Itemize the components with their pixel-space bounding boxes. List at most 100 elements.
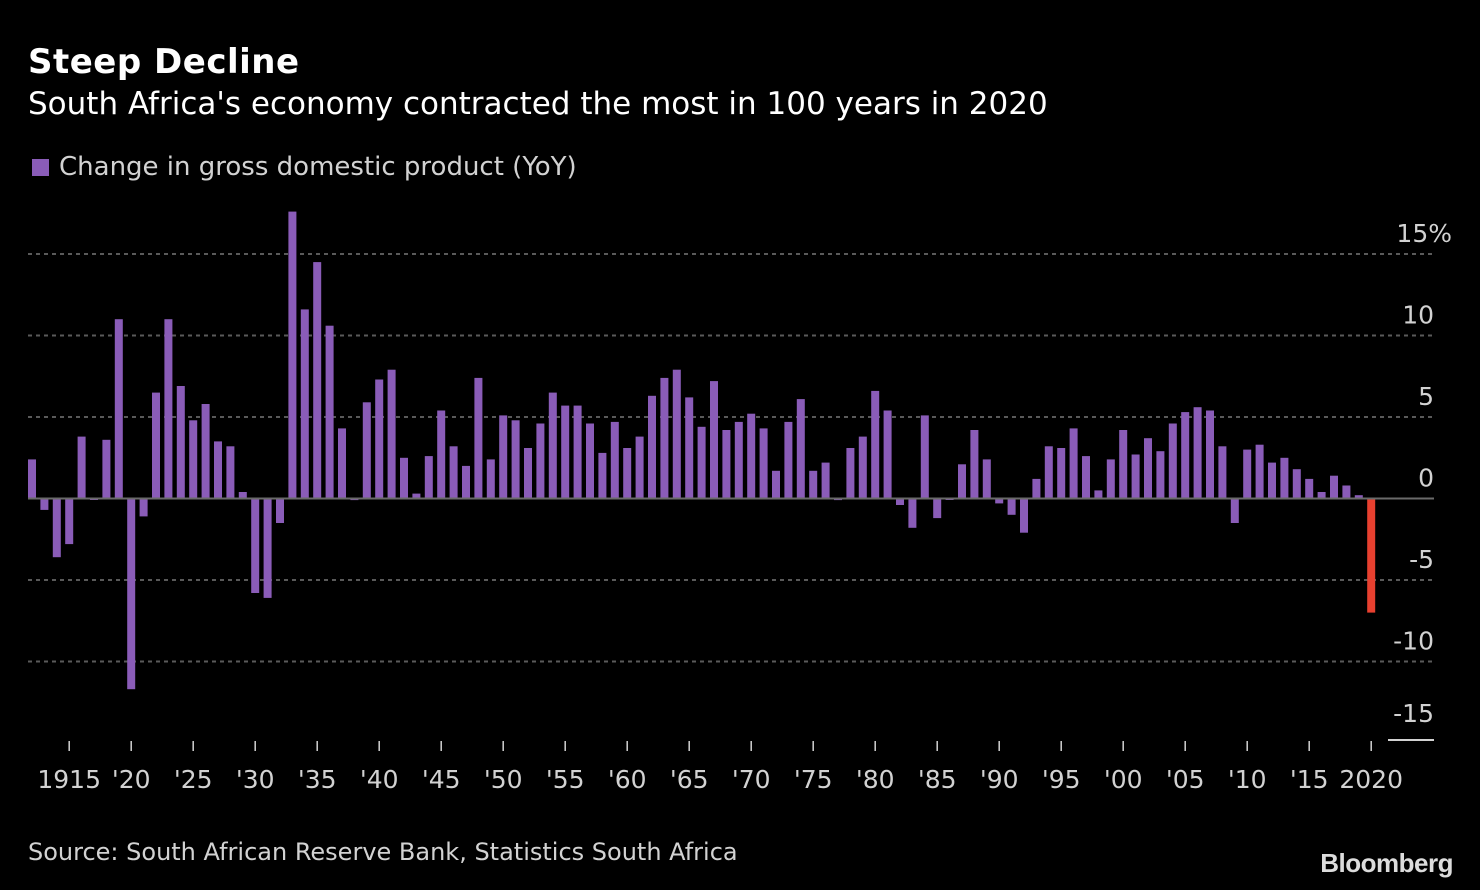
bar-1982 xyxy=(896,498,904,505)
x-tick-label: '70 xyxy=(732,765,771,794)
bar-1974 xyxy=(796,399,805,499)
x-tick-label: 1915 xyxy=(37,765,101,794)
bar-1987 xyxy=(958,464,966,499)
bar-2005 xyxy=(1181,412,1190,499)
bar-1931 xyxy=(263,498,272,598)
bar-1955 xyxy=(561,405,570,499)
bar-1976 xyxy=(821,462,830,499)
x-tick-label: '25 xyxy=(174,765,213,794)
y-tick-label: 5 xyxy=(1418,382,1434,411)
bar-1941 xyxy=(387,369,396,499)
bar-2016 xyxy=(1317,492,1326,499)
bar-2002 xyxy=(1144,438,1152,499)
bar-1919 xyxy=(114,319,123,499)
legend-swatch xyxy=(32,158,49,176)
bar-1996 xyxy=(1069,428,1078,499)
bar-1935 xyxy=(313,262,322,499)
bar-1942 xyxy=(400,457,408,499)
bar-1922 xyxy=(152,392,160,499)
x-tick-label: '90 xyxy=(980,765,1019,794)
bar-1971 xyxy=(759,428,768,499)
bar-1970 xyxy=(747,413,756,499)
bar-2014 xyxy=(1292,469,1301,499)
bar-1994 xyxy=(1044,446,1053,499)
bar-1923 xyxy=(164,319,173,499)
y-tick-label: -10 xyxy=(1393,627,1434,656)
bar-2008 xyxy=(1218,446,1227,499)
bar-1948 xyxy=(474,377,483,499)
bar-1967 xyxy=(710,381,718,499)
x-tick-label: '50 xyxy=(484,765,523,794)
x-tick-label: '55 xyxy=(546,765,585,794)
bar-1916 xyxy=(77,436,86,499)
y-axis: 15% 10 5 0 -5 -10 -15 xyxy=(28,219,1452,741)
x-tick-label: '65 xyxy=(670,765,709,794)
x-tick-label: '00 xyxy=(1104,765,1143,794)
bar-2003 xyxy=(1156,451,1165,499)
bar-1983 xyxy=(908,498,917,528)
bloomberg-logo: Bloomberg xyxy=(1320,848,1453,878)
bar-1957 xyxy=(586,423,594,499)
bar-1969 xyxy=(734,421,743,499)
bar-1961 xyxy=(635,436,644,499)
bar-1929 xyxy=(238,492,247,499)
bar-1944 xyxy=(424,456,433,499)
source-note: Source: South African Reserve Bank, Stat… xyxy=(28,838,738,866)
bar-2020 xyxy=(1367,498,1376,613)
bar-2007 xyxy=(1206,410,1214,499)
bar-1933 xyxy=(288,211,297,499)
bars xyxy=(28,211,1376,690)
bar-1949 xyxy=(486,459,495,499)
y-tick-label: -15 xyxy=(1393,699,1434,728)
bar-2000 xyxy=(1119,430,1128,499)
bar-1993 xyxy=(1032,478,1041,499)
bar-2015 xyxy=(1305,478,1314,499)
bar-1959 xyxy=(610,421,619,499)
bar-1995 xyxy=(1057,448,1066,499)
bar-2017 xyxy=(1330,475,1338,499)
bar-1956 xyxy=(573,405,582,499)
bar-2018 xyxy=(1342,485,1351,499)
bar-1960 xyxy=(623,448,632,499)
bar-1912 xyxy=(28,459,36,499)
y-tick-label: 15% xyxy=(1396,219,1452,248)
bar-1991 xyxy=(1007,498,1016,515)
bar-1914 xyxy=(52,498,61,558)
bar-1947 xyxy=(462,465,470,499)
bar-2012 xyxy=(1268,462,1276,499)
bar-1951 xyxy=(511,420,520,499)
bar-2001 xyxy=(1131,454,1140,499)
bar-1913 xyxy=(40,498,49,510)
bar-1984 xyxy=(920,415,929,499)
y-tick-label: -5 xyxy=(1409,545,1434,574)
bar-1939 xyxy=(362,402,371,499)
bar-2019 xyxy=(1354,495,1363,499)
x-tick-label: '30 xyxy=(236,765,275,794)
bar-1915 xyxy=(65,498,74,545)
x-tick-label: '75 xyxy=(794,765,833,794)
x-tick-label: '05 xyxy=(1166,765,1205,794)
bar-1975 xyxy=(809,470,818,499)
bar-1998 xyxy=(1094,490,1103,499)
chart-subtitle: South Africa's economy contracted the mo… xyxy=(28,86,1048,122)
bar-1918 xyxy=(102,439,111,499)
x-tick-label: '20 xyxy=(112,765,151,794)
x-tick-label: '45 xyxy=(422,765,461,794)
bar-1932 xyxy=(276,498,284,523)
bar-1953 xyxy=(536,423,545,499)
bar-1980 xyxy=(871,390,880,499)
bar-1964 xyxy=(672,369,681,499)
x-axis: 1915 '20 '25 '30 '35 '40 '45 '50 '55 '60 '65 '70 '75… xyxy=(37,741,1403,794)
bar-1946 xyxy=(449,446,458,499)
bar-1926 xyxy=(201,404,210,499)
bar-1989 xyxy=(982,459,991,499)
bar-1934 xyxy=(300,309,309,499)
bar-2006 xyxy=(1193,407,1202,499)
bar-1940 xyxy=(375,379,384,499)
bar-1972 xyxy=(772,470,780,499)
bar-1990 xyxy=(995,498,1004,504)
bar-1978 xyxy=(846,448,855,499)
bar-1921 xyxy=(139,498,148,517)
bar-1930 xyxy=(251,498,260,593)
